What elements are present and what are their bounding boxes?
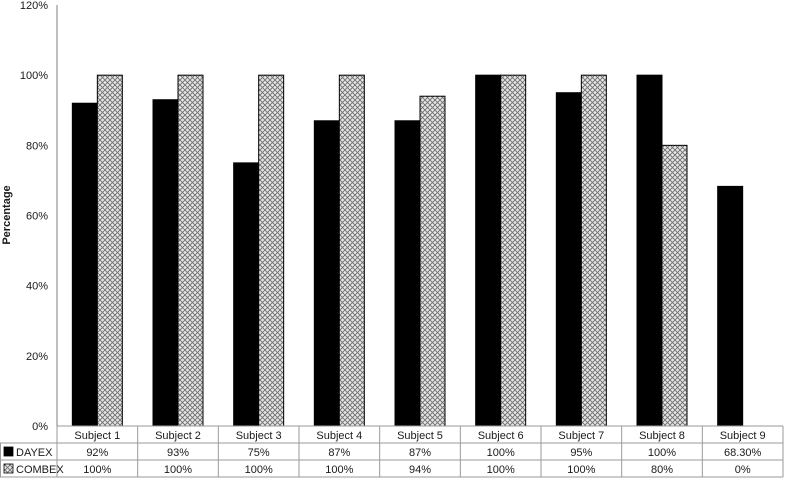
- legend-swatch-dayex: [3, 446, 14, 457]
- bar-dayex-1: [71, 102, 98, 427]
- data-label-dayex: 68.30%: [724, 447, 762, 459]
- data-label-combex: 80%: [651, 464, 673, 476]
- bar-combex-1: [96, 74, 123, 427]
- data-label-dayex: 92%: [86, 447, 108, 459]
- bar-combex-6: [500, 74, 527, 427]
- data-label-combex: 100%: [487, 464, 515, 476]
- data-label-combex: 0%: [735, 464, 751, 476]
- bar-dayex-5: [394, 120, 421, 427]
- data-label-combex: 100%: [325, 464, 353, 476]
- data-label-dayex: 93%: [167, 447, 189, 459]
- data-label-dayex: 95%: [570, 447, 592, 459]
- category-label: Subject 7: [558, 430, 604, 442]
- data-label-combex: 100%: [164, 464, 192, 476]
- bar-dayex-2: [152, 99, 179, 427]
- data-table: Subject 1 Subject 2 Subject 3 Subject 4 Subj…: [0, 425, 784, 478]
- y-tick-label: 0%: [32, 421, 48, 433]
- bar-combex-7: [580, 74, 607, 427]
- y-tick-label: 120%: [20, 0, 48, 12]
- bars: [71, 74, 744, 427]
- legend-label-combex: COMBEX: [16, 464, 64, 476]
- category-label: Subject 3: [236, 430, 282, 442]
- bar-dayex-3: [233, 162, 260, 427]
- legend-label-dayex: DAYEX: [16, 447, 53, 459]
- data-label-dayex: 87%: [409, 447, 431, 459]
- category-label: Subject 2: [155, 430, 201, 442]
- y-tick-label: 20%: [26, 351, 48, 363]
- data-label-dayex: 75%: [248, 447, 270, 459]
- legend-swatch-combex: [3, 463, 14, 474]
- data-label-combex: 100%: [83, 464, 111, 476]
- data-label-combex: 100%: [245, 464, 273, 476]
- category-label: Subject 9: [720, 430, 766, 442]
- data-label-dayex: 87%: [328, 447, 350, 459]
- y-tick-label: 80%: [26, 140, 48, 152]
- y-tick-label: 60%: [26, 211, 48, 223]
- y-tick-label: 40%: [26, 281, 48, 293]
- bar-dayex-9: [717, 185, 744, 427]
- category-label: Subject 6: [478, 430, 524, 442]
- bar-combex-3: [258, 74, 285, 427]
- data-label-combex: 94%: [409, 464, 431, 476]
- bar-dayex-6: [475, 74, 502, 427]
- category-label: Subject 4: [316, 430, 362, 442]
- data-label-dayex: 100%: [487, 447, 515, 459]
- data-label-combex: 100%: [567, 464, 595, 476]
- y-axis-label: Percentage: [1, 185, 13, 244]
- y-tick-label: 100%: [20, 70, 48, 82]
- bar-dayex-8: [636, 74, 663, 427]
- bar-dayex-4: [313, 120, 340, 427]
- bar-dayex-7: [555, 92, 582, 427]
- category-label: Subject 1: [74, 430, 120, 442]
- bar-combex-2: [177, 74, 204, 427]
- data-label-dayex: 100%: [648, 447, 676, 459]
- bar-combex-4: [338, 74, 365, 427]
- category-label: Subject 5: [397, 430, 443, 442]
- bar-combex-8: [661, 144, 688, 427]
- bar-combex-5: [419, 95, 446, 427]
- category-label: Subject 8: [639, 430, 685, 442]
- y-tick-labels: 0% 20% 40% 60% 80% 100% 120%: [20, 0, 48, 433]
